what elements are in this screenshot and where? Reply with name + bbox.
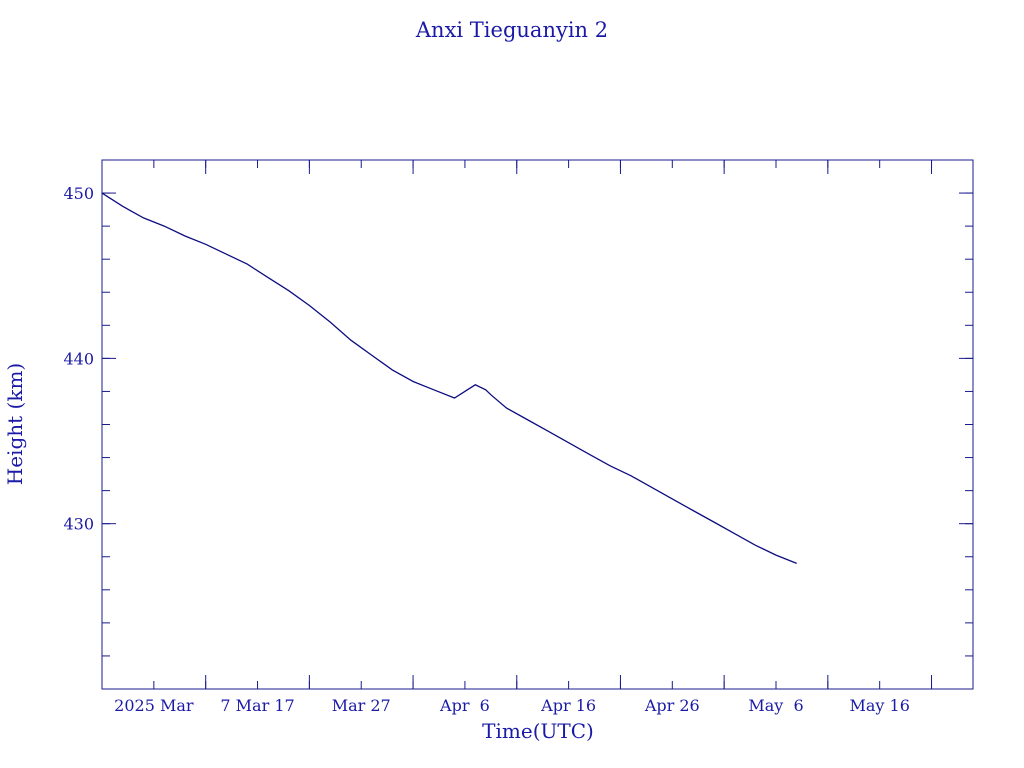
x-tick-label: Apr 6 [439, 696, 490, 715]
plot-frame [101, 159, 974, 690]
x-axis-label: Time(UTC) [482, 719, 594, 743]
x-tick-label: 2025 Mar [114, 696, 194, 715]
chart-title: Anxi Tieguanyin 2 [415, 18, 608, 42]
x-tick-labels: 2025 Mar 7 Mar 17 Mar 27 Apr 6 Apr 16 Apr 26 M… [114, 696, 910, 715]
x-tick-label: May 6 [748, 696, 803, 715]
y-tick-labels: 430 440 450 [63, 184, 94, 534]
y-tick-label: 450 [63, 184, 94, 203]
x-tick-label: Apr 16 [540, 696, 596, 715]
y-tick-label: 430 [63, 515, 94, 534]
x-tick-label: May 16 [849, 696, 909, 715]
axis-ticks [101, 159, 973, 690]
x-tick-label: Apr 26 [644, 696, 700, 715]
series-line [101, 192, 797, 565]
y-tick-label: 440 [63, 349, 94, 368]
x-tick-label: Mar 27 [332, 696, 391, 715]
y-axis-label: Height (km) [3, 363, 27, 485]
x-tick-label: 7 Mar 17 [220, 696, 294, 715]
